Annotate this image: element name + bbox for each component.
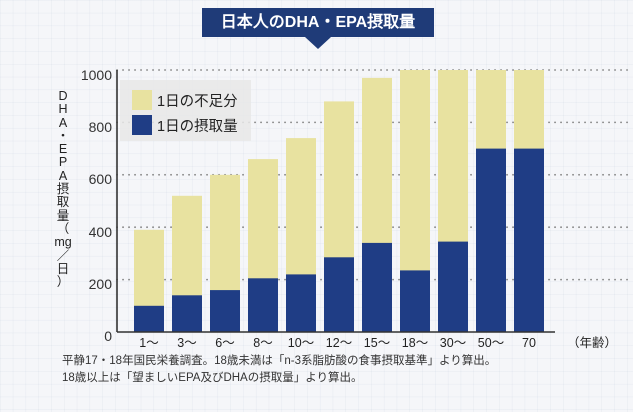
svg-text:50〜: 50〜 bbox=[478, 336, 504, 350]
svg-text:15〜: 15〜 bbox=[364, 336, 390, 350]
svg-text:1〜: 1〜 bbox=[139, 336, 158, 350]
svg-text:1000: 1000 bbox=[81, 67, 112, 83]
svg-text:（年齢）: （年齢） bbox=[567, 335, 617, 350]
svg-text:8〜: 8〜 bbox=[253, 336, 272, 350]
svg-text:12〜: 12〜 bbox=[326, 336, 352, 350]
svg-text:200: 200 bbox=[89, 276, 113, 292]
svg-text:600: 600 bbox=[89, 171, 113, 187]
svg-text:6〜: 6〜 bbox=[215, 336, 234, 350]
svg-text:3〜: 3〜 bbox=[177, 336, 196, 350]
svg-text:平静17・18年国民栄養調査。18歳未満は「n-3系脂肪酸の: 平静17・18年国民栄養調査。18歳未満は「n-3系脂肪酸の食事摂取基準」より算… bbox=[62, 353, 496, 367]
svg-text:0: 0 bbox=[104, 328, 112, 344]
svg-text:18歳以上は「望ましいEPA及びDHAの摂取量」より算出。: 18歳以上は「望ましいEPA及びDHAの摂取量」より算出。 bbox=[62, 370, 363, 384]
svg-text:70: 70 bbox=[522, 336, 536, 350]
svg-text:1日の不足分: 1日の不足分 bbox=[157, 93, 238, 110]
svg-text:18〜: 18〜 bbox=[402, 336, 428, 350]
svg-text:800: 800 bbox=[89, 119, 113, 135]
svg-text:30〜: 30〜 bbox=[440, 336, 466, 350]
svg-text:10〜: 10〜 bbox=[288, 336, 314, 350]
svg-text:1日の摂取量: 1日の摂取量 bbox=[157, 118, 238, 135]
svg-text:400: 400 bbox=[89, 224, 113, 240]
